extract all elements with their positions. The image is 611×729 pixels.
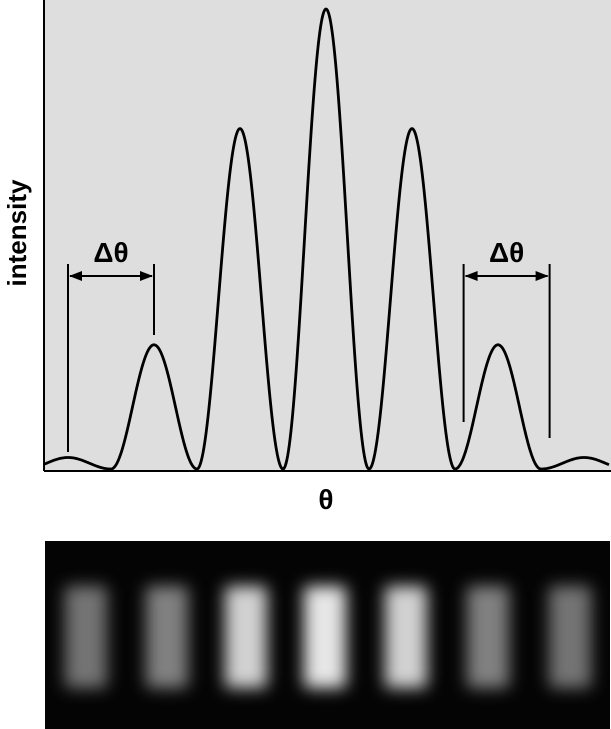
fringe-3 [225, 586, 267, 688]
delta-theta-arrowhead-right-1 [140, 271, 153, 281]
delta-theta-label-1: Δθ [93, 237, 128, 268]
delta-theta-label-2: Δθ [489, 237, 524, 268]
plot-background [44, 0, 611, 471]
fringe-1 [65, 586, 107, 688]
x-axis-label: θ [318, 484, 333, 515]
fringe-2 [146, 586, 188, 688]
fringe-image [45, 541, 610, 729]
fringe-5 [385, 586, 427, 688]
y-axis-label: intensity [2, 179, 32, 286]
intensity-plot: Δθ Δθ intensity θ [2, 0, 611, 515]
delta-theta-arrowhead-left-1 [69, 271, 82, 281]
delta-theta-arrowhead-left-2 [464, 271, 478, 281]
delta-theta-arrowhead-right-2 [535, 271, 549, 281]
intensity-curve [43, 7, 610, 471]
fringe-7 [549, 586, 591, 688]
fringe-6 [467, 586, 509, 688]
fringe-4 [304, 586, 346, 688]
